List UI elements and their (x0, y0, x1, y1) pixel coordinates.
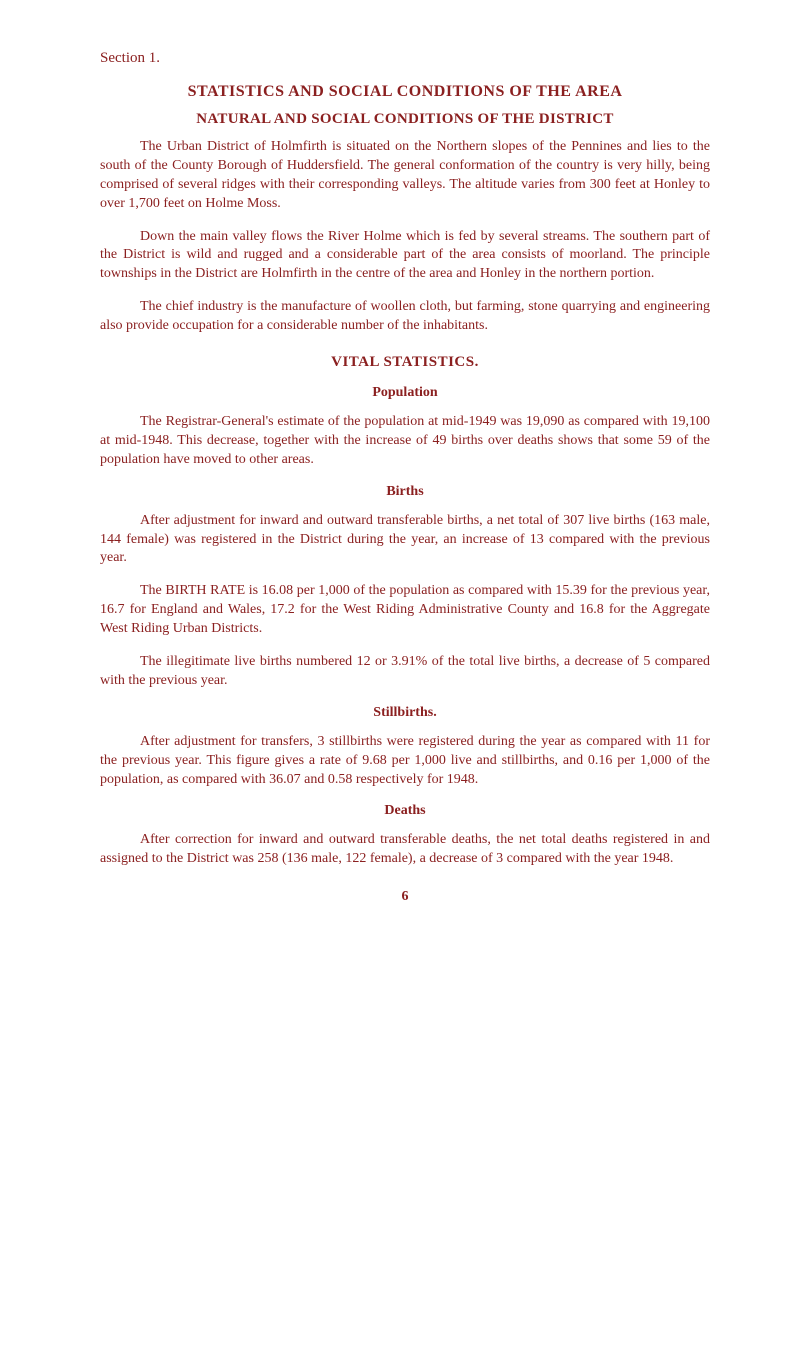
sub-main-heading: NATURAL AND SOCIAL CONDITIONS OF THE DIS… (100, 111, 710, 128)
population-heading: Population (100, 385, 710, 401)
paragraph-2: Down the main valley flows the River Hol… (100, 228, 710, 285)
page-number: 6 (100, 889, 710, 905)
stillbirths-heading: Stillbirths. (100, 705, 710, 721)
main-heading: STATISTICS AND SOCIAL CONDITIONS OF THE … (100, 83, 710, 101)
section-label: Section 1. (100, 50, 710, 67)
paragraph-9: After correction for inward and outward … (100, 831, 710, 869)
paragraph-8: After adjustment for transfers, 3 stillb… (100, 733, 710, 790)
paragraph-6: The BIRTH RATE is 16.08 per 1,000 of the… (100, 582, 710, 639)
deaths-heading: Deaths (100, 803, 710, 819)
paragraph-4: The Registrar-General's estimate of the … (100, 413, 710, 470)
paragraph-5: After adjustment for inward and outward … (100, 512, 710, 569)
paragraph-7: The illegitimate live births numbered 12… (100, 653, 710, 691)
births-heading: Births (100, 484, 710, 500)
paragraph-1: The Urban District of Holmfirth is situa… (100, 138, 710, 214)
vital-statistics-heading: VITAL STATISTICS. (100, 354, 710, 371)
paragraph-3: The chief industry is the manufacture of… (100, 298, 710, 336)
